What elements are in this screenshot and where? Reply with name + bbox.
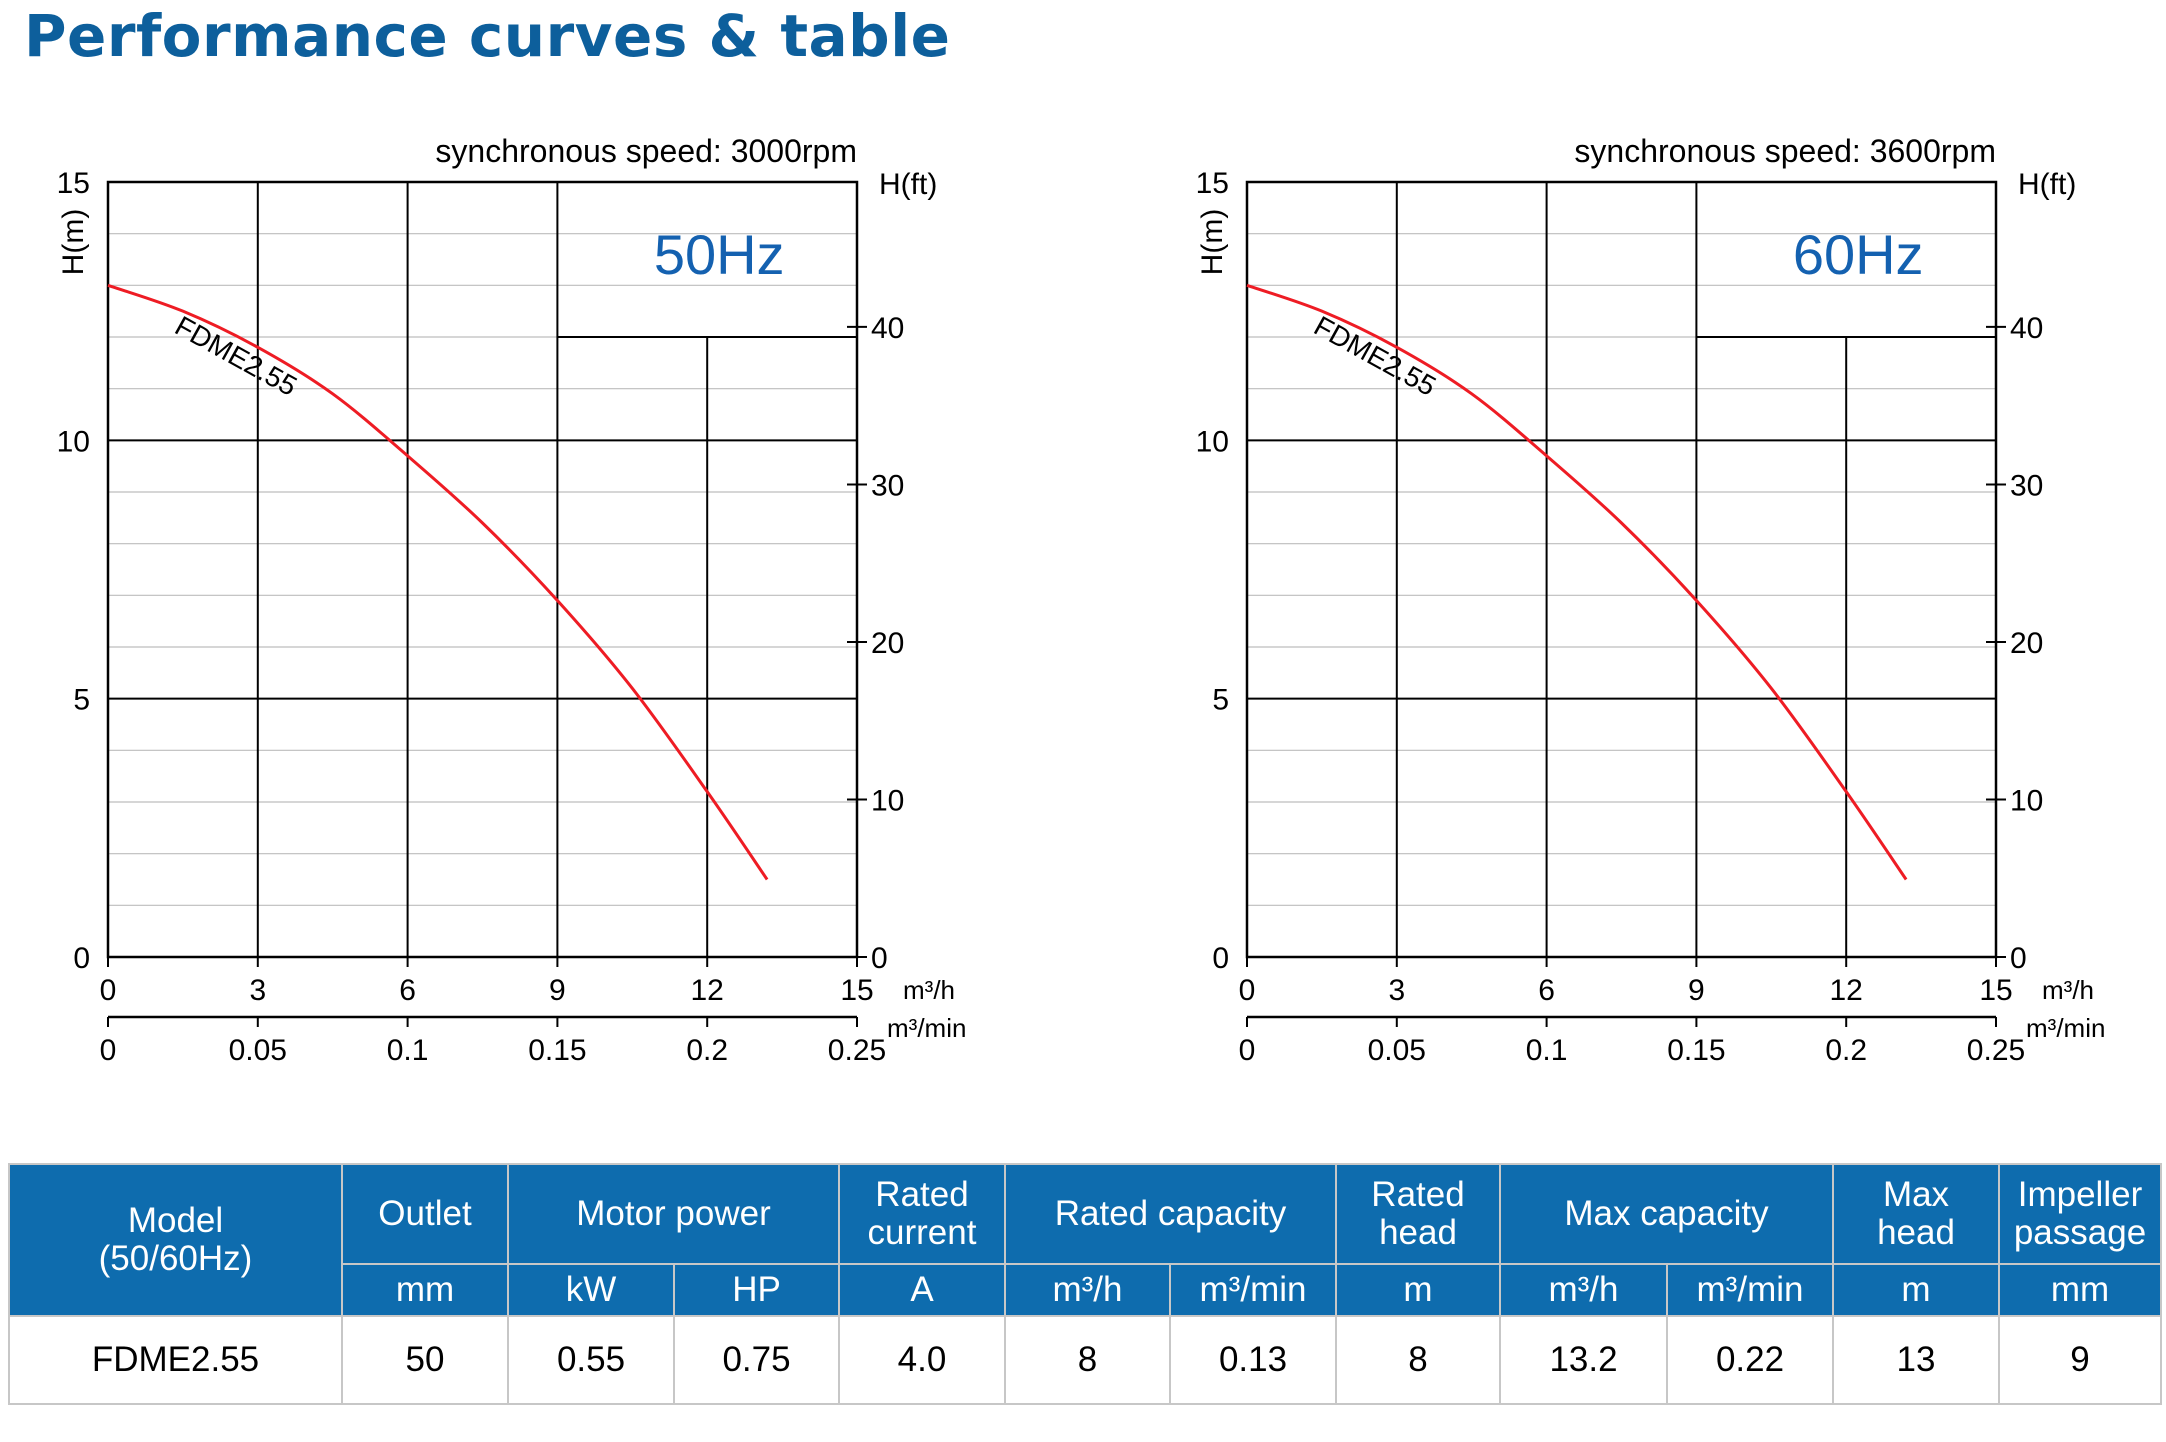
- y2-axis-label: H(ft): [879, 168, 937, 201]
- table-cell: 8: [1335, 1315, 1501, 1405]
- spec-table: Model (50/60Hz) Outlet Motor power Rated c…: [8, 1163, 2162, 1405]
- x-tick-label: 15: [840, 974, 873, 1007]
- col-header-max-head: Max head: [1832, 1163, 2000, 1265]
- x-tick-label: 6: [399, 974, 416, 1007]
- x2-tick-label: 0.15: [528, 1034, 586, 1067]
- x2-tick-label: 0: [100, 1034, 117, 1067]
- y-tick-label: 10: [1196, 425, 1229, 458]
- x2-tick-label: 0.2: [686, 1034, 728, 1067]
- performance-chart-60hz: 60Hz051015H(m)010203040H(ft)synchronous …: [1196, 133, 2106, 1067]
- performance-curve: [107, 283, 769, 881]
- y-tick-label: 0: [73, 942, 90, 975]
- x2-tick-label: 0.25: [828, 1034, 886, 1067]
- col-header-rated-current: Rated current: [838, 1163, 1006, 1265]
- table-cell: 0.55: [507, 1315, 675, 1405]
- col-header-model: Model (50/60Hz): [8, 1163, 343, 1317]
- unit-cell: m³/h: [1004, 1263, 1171, 1317]
- y2-tick-label: 40: [2010, 312, 2043, 345]
- y2-tick-label: 10: [2010, 784, 2043, 817]
- x-tick-label: 12: [691, 974, 724, 1007]
- y2-tick-label: 30: [2010, 469, 2043, 502]
- unit-cell: m³/min: [1169, 1263, 1337, 1317]
- y2-tick-label: 10: [871, 784, 904, 817]
- y2-tick-label: 0: [2010, 942, 2027, 975]
- x-tick-label: 3: [1388, 974, 1405, 1007]
- x2-tick-label: 0.05: [1368, 1034, 1426, 1067]
- x2-tick-label: 0.2: [1825, 1034, 1867, 1067]
- table-cell: 50: [341, 1315, 509, 1405]
- x2-tick-label: 0.15: [1667, 1034, 1725, 1067]
- y-tick-label: 15: [57, 167, 90, 200]
- x2-axis-label: m³/min: [887, 1013, 966, 1043]
- table-cell: 0.22: [1666, 1315, 1834, 1405]
- x2-axis-label: m³/min: [2026, 1013, 2105, 1043]
- y2-tick-label: 40: [871, 312, 904, 345]
- unit-cell: m³/min: [1666, 1263, 1834, 1317]
- x2-tick-label: 0: [1239, 1034, 1256, 1067]
- table-unit-row: mm kW HP A m³/h m³/min m m³/h m³/min m m…: [9, 1263, 2162, 1317]
- x-tick-label: 9: [549, 974, 566, 1007]
- x-tick-label: 3: [249, 974, 266, 1007]
- table-cell: 0.13: [1169, 1315, 1337, 1405]
- y-tick-label: 0: [1212, 942, 1229, 975]
- x2-tick-label: 0.1: [1526, 1034, 1568, 1067]
- y-tick-label: 10: [57, 425, 90, 458]
- unit-cell: kW: [507, 1263, 675, 1317]
- table-cell: 9: [1998, 1315, 2162, 1405]
- unit-cell: m: [1832, 1263, 2000, 1317]
- x-tick-label: 0: [1239, 974, 1256, 1007]
- col-header-motor-power: Motor power: [507, 1163, 840, 1265]
- col-header-max-capacity: Max capacity: [1499, 1163, 1834, 1265]
- table-cell: 0.75: [673, 1315, 840, 1405]
- x2-tick-label: 0.05: [229, 1034, 287, 1067]
- x-axis-label: m³/h: [903, 975, 955, 1005]
- col-header-impeller-passage: Impeller passage: [1998, 1163, 2162, 1265]
- y-tick-label: 5: [1212, 684, 1229, 717]
- unit-cell: m: [1335, 1263, 1501, 1317]
- x2-tick-label: 0.1: [387, 1034, 429, 1067]
- x-axis-label: m³/h: [2042, 975, 2094, 1005]
- table-header-row: Model (50/60Hz) Outlet Motor power Rated c…: [8, 1163, 2162, 1317]
- unit-cell: mm: [341, 1263, 509, 1317]
- performance-curve: [1246, 283, 1908, 881]
- unit-cell: m³/h: [1499, 1263, 1668, 1317]
- col-header-outlet: Outlet: [341, 1163, 509, 1265]
- y2-tick-label: 20: [2010, 627, 2043, 660]
- frequency-label: 60Hz: [1793, 223, 1924, 286]
- x-tick-label: 15: [1979, 974, 2012, 1007]
- page-title: Performance curves & table: [24, 2, 951, 70]
- x-tick-label: 9: [1688, 974, 1705, 1007]
- performance-chart-50hz: 50Hz051015H(m)010203040H(ft)synchronous …: [57, 133, 967, 1067]
- chart-title: synchronous speed: 3600rpm: [1574, 133, 1996, 169]
- y2-tick-label: 30: [871, 469, 904, 502]
- col-header-rated-head: Rated head: [1335, 1163, 1501, 1265]
- frequency-label: 50Hz: [654, 223, 785, 286]
- table-cell: 13.2: [1499, 1315, 1668, 1405]
- y2-tick-label: 20: [871, 627, 904, 660]
- table-cell: 4.0: [838, 1315, 1006, 1405]
- y-axis-label: H(m): [57, 209, 90, 276]
- y-axis-label: H(m): [1196, 209, 1229, 276]
- x2-tick-label: 0.25: [1967, 1034, 2025, 1067]
- unit-cell: A: [838, 1263, 1006, 1317]
- col-header-rated-capacity: Rated capacity: [1004, 1163, 1337, 1265]
- x-tick-label: 12: [1830, 974, 1863, 1007]
- y2-tick-label: 0: [871, 942, 888, 975]
- x-tick-label: 0: [100, 974, 117, 1007]
- table-cell: 8: [1004, 1315, 1171, 1405]
- y2-axis-label: H(ft): [2018, 168, 2076, 201]
- plot-frame: [1245, 180, 1998, 959]
- unit-cell: HP: [673, 1263, 840, 1317]
- plot-frame: [106, 180, 859, 959]
- y-tick-label: 5: [73, 684, 90, 717]
- x-tick-label: 6: [1538, 974, 1555, 1007]
- table-row: FDME2.55 50 0.55 0.75 4.0 8 0.13 8 13.2 …: [8, 1315, 2162, 1405]
- table-cell: 13: [1832, 1315, 2000, 1405]
- cell-model: FDME2.55: [8, 1315, 343, 1405]
- unit-cell: mm: [1998, 1263, 2162, 1317]
- y-tick-label: 15: [1196, 167, 1229, 200]
- chart-title: synchronous speed: 3000rpm: [435, 133, 857, 169]
